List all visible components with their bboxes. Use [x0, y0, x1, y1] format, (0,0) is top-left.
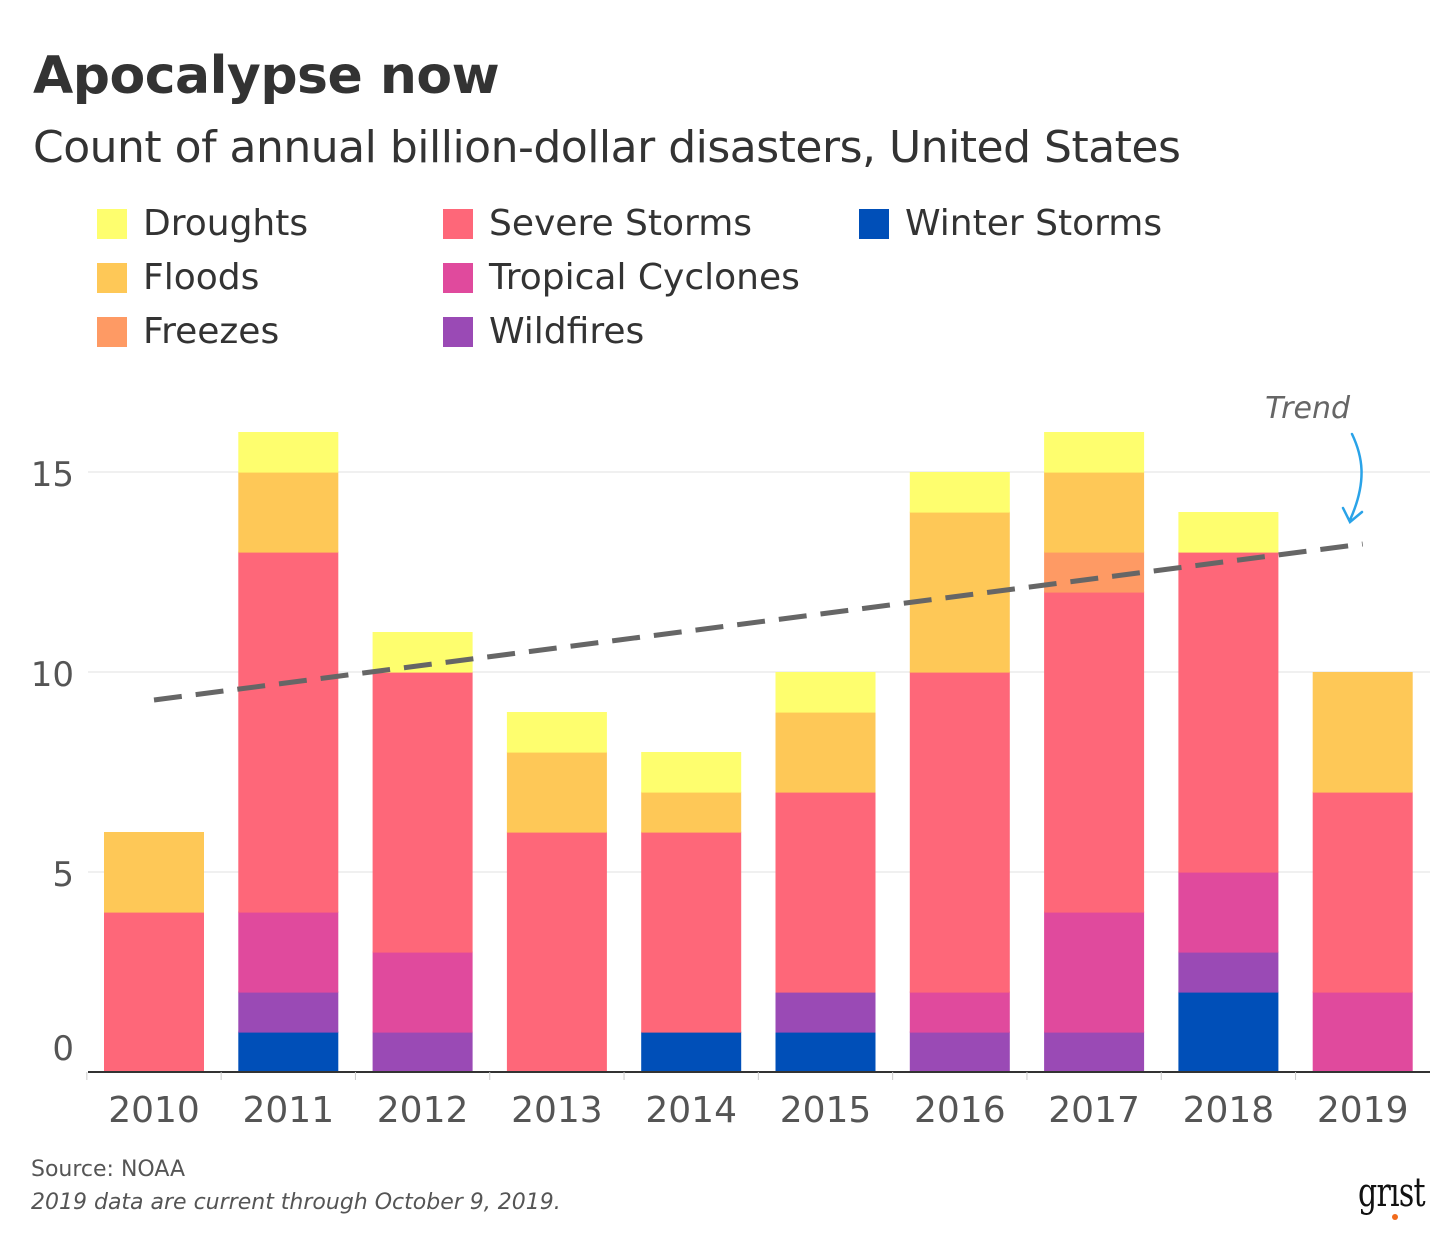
legend-item: Winter Storms	[859, 203, 1162, 244]
bar-segment-floods	[1312, 672, 1413, 792]
bar-segment-winter-storms	[775, 1032, 876, 1072]
bar-segment-tropical-cyclones	[1312, 992, 1413, 1072]
bar-segment-floods	[641, 792, 742, 832]
bar-segment-wildfires	[372, 1032, 473, 1072]
bar-segment-tropical-cyclones	[238, 912, 339, 992]
legend-label: Tropical Cyclones	[489, 257, 800, 298]
legend-swatch	[97, 316, 127, 347]
bar-segment-severe-storms	[372, 672, 473, 952]
bar-segment-wildfires	[775, 992, 876, 1032]
trend-arrow-icon	[1341, 432, 1364, 524]
bar-segment-tropical-cyclones	[1178, 872, 1279, 952]
trend-line	[153, 541, 1364, 703]
bar-segment-severe-storms	[909, 672, 1010, 992]
x-tick-label: 2013	[511, 1090, 603, 1131]
chart-title: Apocalypse now	[33, 46, 500, 106]
bar-segment-winter-storms	[238, 1032, 339, 1072]
y-tick-label: 15	[31, 455, 74, 495]
bar-segment-floods	[104, 832, 204, 912]
legend-label: Floods	[143, 257, 260, 298]
bar-segment-severe-storms	[238, 552, 339, 912]
legend-label: Winter Storms	[905, 203, 1163, 244]
bar-segment-winter-storms	[1178, 992, 1279, 1072]
x-tick-label: 2018	[1183, 1090, 1275, 1131]
legend-item: Droughts	[97, 203, 308, 244]
x-tick-label: 2014	[645, 1090, 737, 1131]
bar-segment-wildfires	[238, 992, 339, 1032]
x-tick-label: 2015	[780, 1090, 872, 1131]
trend-label: Trend	[1265, 391, 1351, 426]
legend-swatch	[443, 208, 473, 239]
bar-segment-wildfires	[1044, 1032, 1145, 1072]
bar-segment-droughts	[1178, 512, 1279, 552]
x-tick-label: 2017	[1048, 1090, 1140, 1131]
x-tick-label: 2010	[108, 1090, 200, 1131]
bar-segment-severe-storms	[104, 912, 204, 1072]
bar-segment-droughts	[775, 672, 876, 712]
y-tick-label: 10	[31, 655, 74, 695]
x-tick-label: 2016	[914, 1090, 1006, 1131]
legend-item: Freezes	[97, 311, 279, 352]
bar-segment-severe-storms	[775, 792, 876, 992]
bar-segment-severe-storms	[1044, 592, 1145, 912]
footnote: 2019 data are current through October 9,…	[31, 1190, 561, 1215]
bar-segment-floods	[1044, 472, 1145, 552]
bar-segment-droughts	[909, 472, 1010, 512]
bar-segment-severe-storms	[1178, 552, 1279, 872]
legend-swatch	[97, 262, 127, 293]
legend-item: Wildfires	[443, 311, 644, 352]
bar-segment-droughts	[1044, 432, 1145, 472]
bar-segment-severe-storms	[641, 832, 742, 1032]
bar-segment-winter-storms	[641, 1032, 742, 1072]
legend-item: Floods	[97, 257, 259, 298]
bar-segment-wildfires	[1178, 952, 1279, 992]
bar-segment-droughts	[238, 432, 339, 472]
legend-swatch	[859, 208, 889, 239]
logo-dot	[1392, 1214, 1398, 1220]
legend-swatch	[97, 208, 127, 239]
bar-segment-floods	[775, 712, 876, 792]
bar-segment-severe-storms	[1312, 792, 1413, 992]
source-text: Source: NOAA	[31, 1157, 186, 1182]
legend-swatch	[443, 316, 473, 347]
x-tick-label: 2012	[377, 1090, 469, 1131]
legend-label: Droughts	[143, 203, 309, 244]
y-tick-label: 5	[52, 855, 74, 895]
grist-logo: grıst	[1358, 1170, 1426, 1216]
legend-label: Freezes	[143, 311, 280, 352]
legend-label: Wildfires	[489, 311, 645, 352]
bar-segment-tropical-cyclones	[372, 952, 473, 1032]
bar-segment-tropical-cyclones	[1044, 912, 1145, 1032]
bar-segment-droughts	[641, 752, 742, 792]
chart-subtitle: Count of annual billion-dollar disasters…	[33, 122, 1181, 173]
legend: Droughts Floods Freezes Severe Storms Tropic…	[97, 203, 1297, 363]
bar-segment-tropical-cyclones	[909, 992, 1010, 1032]
legend-item: Severe Storms	[443, 203, 752, 244]
legend-label: Severe Storms	[489, 203, 753, 244]
bar-segment-floods	[238, 472, 339, 552]
x-tick-label: 2019	[1317, 1090, 1409, 1131]
bar-segment-severe-storms	[506, 832, 607, 1072]
legend-swatch	[443, 262, 473, 293]
y-tick-label: 0	[52, 1029, 74, 1069]
legend-item: Tropical Cyclones	[443, 257, 800, 298]
x-tick-label: 2011	[242, 1090, 334, 1131]
bar-segment-floods	[506, 752, 607, 832]
bar-segment-wildfires	[909, 1032, 1010, 1072]
bar-segment-droughts	[506, 712, 607, 752]
